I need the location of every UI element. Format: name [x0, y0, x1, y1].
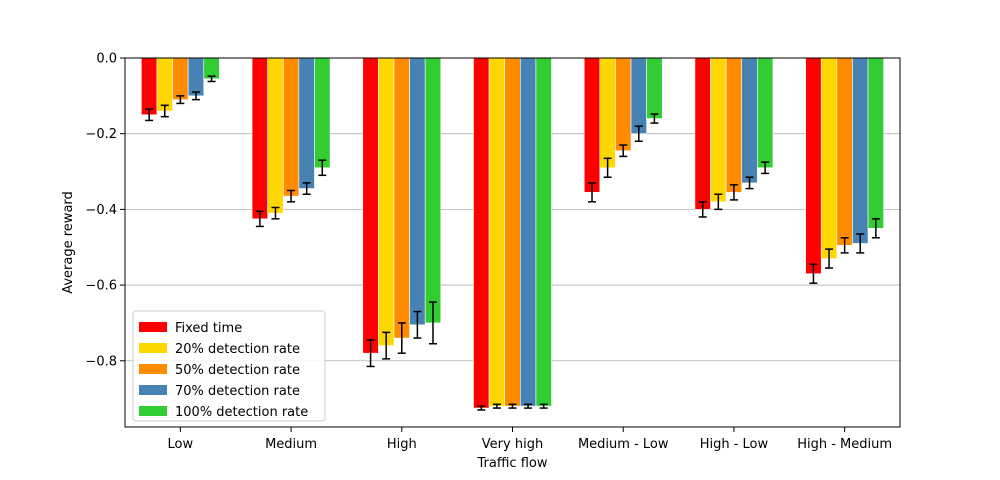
x-tick-label: Low: [168, 437, 194, 452]
bar: [267, 57, 284, 214]
y-tick-label: 0.0: [96, 52, 117, 67]
x-tick-label: Medium - Low: [578, 437, 669, 452]
bar: [314, 57, 331, 169]
bar: [473, 57, 490, 409]
bar: [172, 57, 189, 100]
y-tick-label: −0.6: [85, 279, 117, 294]
bar: [867, 57, 884, 229]
bar: [836, 57, 853, 246]
bar: [378, 57, 395, 346]
legend-swatch: [139, 343, 167, 353]
x-tick-label: High: [387, 437, 417, 452]
bar: [187, 57, 205, 97]
legend-swatch: [139, 385, 167, 395]
legend-label: 100% detection rate: [175, 405, 308, 420]
error-bars: [145, 75, 880, 411]
y-tick-label: −0.8: [85, 354, 117, 369]
bar: [251, 57, 268, 220]
y-axis: 0.0 −0.2 −0.4 −0.6 −0.8: [85, 52, 125, 369]
bar: [820, 57, 838, 259]
bar: [710, 57, 727, 203]
bar: [424, 57, 442, 324]
bar: [646, 57, 663, 119]
bar: [141, 57, 158, 116]
bar: [156, 57, 173, 112]
legend-swatch: [139, 322, 167, 332]
bar: [741, 57, 758, 184]
bar: [725, 57, 743, 193]
x-axis: Low Medium High Very high Medium - Low High -…: [168, 427, 892, 452]
legend-box: [132, 310, 326, 422]
legend-swatch: [139, 364, 167, 374]
bar: [694, 57, 711, 210]
legend-swatch: [139, 406, 167, 416]
y-axis-title: Average reward: [61, 191, 76, 294]
y-tick-label: −0.2: [85, 127, 117, 142]
x-tick-label: High - Medium: [797, 437, 892, 452]
bar: [805, 57, 822, 275]
legend-label: 50% detection rate: [175, 363, 300, 378]
x-tick-label: Medium: [265, 437, 317, 452]
legend-label: 20% detection rate: [175, 342, 300, 357]
legend-label: 70% detection rate: [175, 384, 300, 399]
bar: [630, 57, 647, 134]
bar: [757, 57, 774, 169]
bar: [504, 57, 521, 407]
x-axis-title: Traffic flow: [477, 456, 548, 471]
x-tick-label: High - Low: [700, 437, 769, 452]
legend-label: Fixed time: [175, 321, 242, 336]
bar: [282, 57, 300, 197]
y-tick-label: −0.4: [85, 203, 117, 218]
bar: [852, 57, 869, 244]
bar: [362, 57, 379, 354]
x-tick-label: Very high: [482, 437, 543, 452]
legend: Fixed time 20% detection rate 50% detectio…: [132, 310, 326, 422]
bar: [488, 57, 506, 407]
bar: [409, 57, 426, 326]
bar: [599, 57, 616, 169]
bar: [519, 57, 537, 407]
bar: [615, 57, 632, 152]
bar: [393, 57, 410, 339]
bar: [298, 57, 315, 189]
bar: [535, 57, 552, 407]
bar: [583, 57, 601, 193]
